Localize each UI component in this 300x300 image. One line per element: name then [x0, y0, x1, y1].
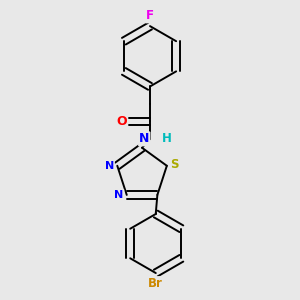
Text: Br: Br: [148, 277, 163, 290]
Text: N: N: [139, 132, 149, 146]
Text: N: N: [114, 190, 123, 200]
Text: S: S: [170, 158, 179, 171]
Text: H: H: [162, 132, 172, 146]
Text: N: N: [105, 161, 114, 171]
Text: F: F: [146, 9, 154, 22]
Text: O: O: [116, 115, 127, 128]
